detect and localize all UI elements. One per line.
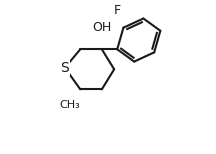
Text: CH₃: CH₃ [59, 100, 80, 110]
Text: F: F [114, 4, 121, 17]
Text: S: S [60, 61, 68, 75]
Text: OH: OH [92, 21, 111, 34]
